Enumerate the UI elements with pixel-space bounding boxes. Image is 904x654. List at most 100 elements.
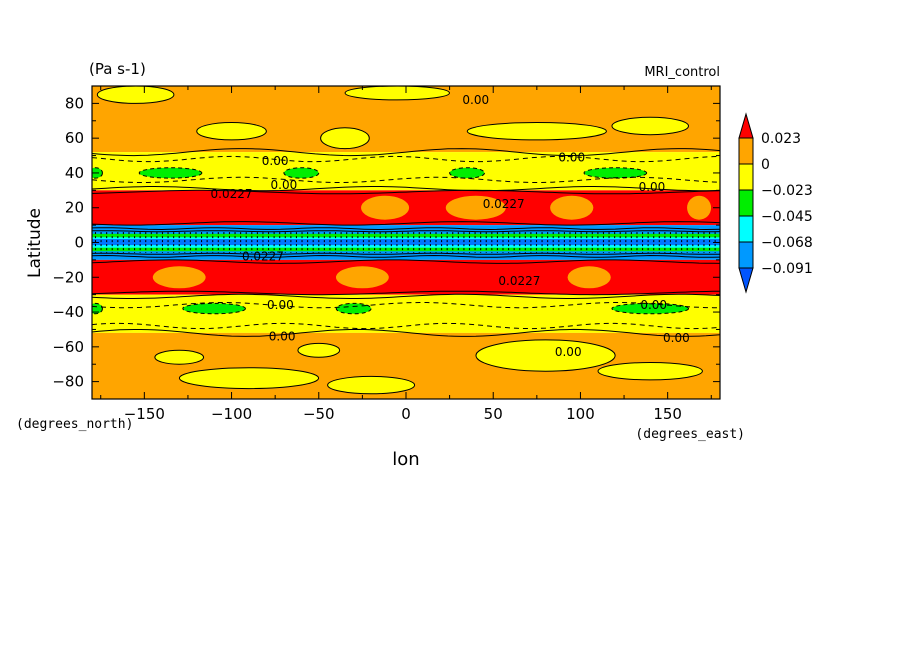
yellow-blob-3 [320,127,370,150]
band-5 [92,294,720,333]
x-tick-label: 100 [566,405,595,423]
eq-contour-stripes [94,232,716,253]
yellow-blob-6 [154,349,205,365]
green-blob-0 [138,167,203,179]
green-blob-3 [583,167,648,179]
south-gap-1 [335,266,389,289]
contour-label: 0.0227 [242,249,284,263]
north-gap-0 [361,195,410,220]
contour-line-5 [92,221,720,226]
yellow-blob-8 [178,367,320,390]
colorbar-level-label: −0.068 [761,235,813,251]
x-axis: −150 −100 −50 0 50 100 150 [100,86,712,423]
colorbar-level-label: 0.023 [761,131,801,147]
contour-line-15 [92,328,720,337]
green-blob-5 [182,302,246,315]
units-label: (Pa s-1) [89,60,146,78]
contour-line-4 [92,189,720,195]
contour-line-1 [92,155,720,163]
green-blob-6 [335,302,372,315]
colorbar-level-label: −0.091 [761,261,813,277]
contour-label: 0.00 [462,93,489,107]
contour-line-6 [92,227,720,231]
green-blob-8 [92,302,103,315]
colorbar-box-2 [738,163,754,191]
y-axis-label: Latitude [25,208,45,278]
north-gap-3 [687,195,712,220]
south-gap-0 [152,266,206,289]
contour-line-0 [92,148,720,157]
y-tick-label: −80 [52,373,84,391]
y-tick-label: 0 [74,234,84,252]
colorbar-box-3 [738,189,754,217]
colorbar-top-arrow [738,112,754,139]
contour-line-9 [92,254,720,258]
contour-label: 0.00 [639,180,666,194]
contour-label: 0.00 [558,150,585,164]
contour-line-10 [92,252,720,255]
colorbar-level-label: 0 [761,157,770,173]
yellow-blob-4 [466,122,607,141]
contour-line-14 [92,322,720,330]
contour-line-2 [92,176,720,183]
contour-label: 0.00 [640,298,667,312]
y-tick-label: −60 [52,338,84,356]
contour-label: 0.00 [267,298,294,312]
yellow-blob-1 [344,86,450,101]
north-gap-1 [445,195,506,220]
y-tick-label: 80 [65,94,84,112]
colorbar-bottom-arrow [738,267,754,294]
x-tick-label: 0 [401,405,411,423]
contour-line-13 [92,302,720,309]
contour-label: 0.00 [269,329,296,343]
colorbar-box-1 [738,137,754,165]
contour-line-8 [92,259,720,264]
contour-label: 0.00 [663,331,690,345]
south-gap-2 [567,266,611,289]
contour-label: 0.0227 [211,187,253,201]
contour-label: 0.00 [555,345,582,359]
x-tick-label: −150 [124,405,165,423]
contour-label: 0.00 [262,154,289,168]
y-units-label: (degrees_north) [16,417,133,432]
y-tick-label: −40 [52,303,84,321]
green-blob-7 [611,302,690,315]
colorbar-box-5 [738,241,754,269]
colorbar-level-label: −0.045 [761,209,813,225]
model-label: MRI_control [644,65,720,80]
x-axis-label: lon [392,449,419,470]
y-tick-label: −20 [52,268,84,286]
colorbar-level-label: −0.023 [761,183,813,199]
contour-labels: 0.00 0.00 0.00 0.00 0.00 0.0227 0.0227 0.0227 0.… [211,93,690,359]
x-tick-label: 150 [653,405,682,423]
contour-label: 0.0227 [483,197,525,211]
contour-line-11 [92,290,720,296]
plot-area [92,86,720,399]
green-blob-1 [283,167,320,179]
y-tick-label: 40 [65,164,84,182]
y-tick-label: 60 [65,129,84,147]
x-tick-label: −100 [211,405,252,423]
contour-line-12 [92,293,720,299]
colorbar: 0.023 0 −0.023 −0.045 −0.068 −0.091 [738,112,813,294]
contour-label: 0.00 [271,178,298,192]
contour-line-7 [92,230,720,233]
x-tick-label: −50 [303,405,335,423]
y-tick-label: 20 [65,199,84,217]
green-blob-2 [449,167,485,179]
yellow-blob-5 [611,116,690,136]
y-axis: −80 −60 −40 −20 0 20 40 60 80 [52,85,720,400]
colorbar-box-4 [738,215,754,243]
yellow-blob-7 [297,342,341,358]
contour-label: 0.0227 [498,274,540,288]
yellow-blob-0 [96,86,175,104]
yellow-blob-10 [475,339,616,372]
x-tick-label: 50 [484,405,503,423]
yellow-blob-2 [196,122,267,141]
contour-line-3 [92,186,720,192]
yellow-blob-11 [597,361,703,381]
eq-blue [92,239,720,246]
north-gap-2 [550,195,594,220]
x-units-label: (degrees_east) [635,427,745,442]
